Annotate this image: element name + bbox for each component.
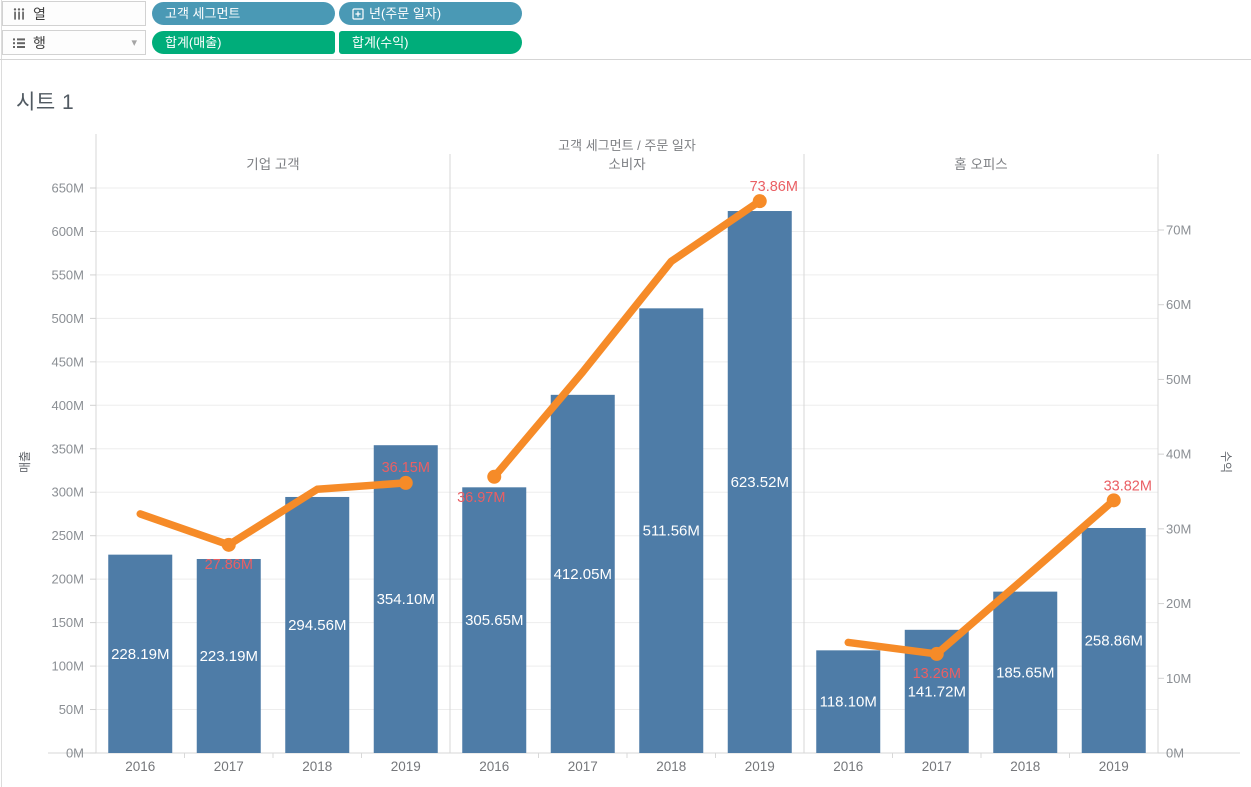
x-axis-year-label: 2018 bbox=[302, 759, 332, 774]
bar-소비자-2018[interactable] bbox=[639, 308, 704, 753]
rows-shelf-label-box[interactable]: 행 ▾ bbox=[2, 30, 146, 55]
shelf-divider bbox=[0, 59, 1251, 60]
pill-label: 고객 세그먼트 bbox=[165, 6, 241, 21]
columns-icon bbox=[13, 7, 25, 20]
profit-point-기업 고객-2017[interactable] bbox=[221, 537, 236, 552]
bar-기업 고객-2017[interactable] bbox=[196, 558, 261, 753]
profit-value-label: 36.15M bbox=[382, 460, 430, 476]
pill-sum-sales[interactable]: 합계(매출) bbox=[152, 31, 335, 54]
profit-point-소비자-2019[interactable] bbox=[752, 194, 767, 209]
bar-소비자-2017[interactable] bbox=[550, 394, 615, 753]
x-axis-year-label: 2016 bbox=[833, 759, 863, 774]
bar-value-label: 228.19M bbox=[111, 646, 169, 663]
pill-customer-segment[interactable]: 고객 세그먼트 bbox=[152, 2, 335, 25]
bar-홈 오피스-2016[interactable] bbox=[816, 650, 881, 753]
sheet-title: 시트 1 bbox=[16, 91, 75, 114]
left-axis-tick-label: 0M bbox=[66, 746, 84, 761]
bar-value-label: 185.65M bbox=[996, 664, 1054, 681]
profit-line-소비자[interactable] bbox=[490, 197, 764, 481]
x-axis-year-label: 2017 bbox=[568, 759, 598, 774]
right-axis-tick-label: 70M bbox=[1166, 223, 1191, 238]
right-axis-title: 수익 bbox=[1219, 451, 1233, 473]
left-axis-tick-label: 500M bbox=[51, 311, 84, 326]
bar-value-label: 258.86M bbox=[1085, 632, 1143, 649]
panel-header: 소비자 bbox=[608, 157, 646, 172]
bar-홈 오피스-2019[interactable] bbox=[1081, 527, 1146, 753]
left-axis-tick-label: 250M bbox=[51, 528, 84, 543]
left-axis-tick-label: 50M bbox=[59, 702, 84, 717]
panel-header: 홈 오피스 bbox=[954, 157, 1007, 172]
panel-header: 기업 고객 bbox=[246, 157, 299, 172]
left-axis-tick-label: 550M bbox=[51, 267, 84, 282]
profit-value-label: 36.97M bbox=[457, 490, 505, 506]
columns-shelf-label-box[interactable]: 열 bbox=[2, 1, 146, 26]
profit-line-홈 오피스[interactable] bbox=[844, 496, 1118, 658]
right-axis-tick-label: 10M bbox=[1166, 671, 1191, 686]
right-axis-tick-label: 50M bbox=[1166, 372, 1191, 387]
profit-value-label: 73.86M bbox=[750, 179, 798, 195]
profit-point-홈 오피스-2017[interactable] bbox=[929, 646, 944, 661]
profit-line-기업 고객[interactable] bbox=[136, 479, 410, 549]
right-axis-tick-label: 30M bbox=[1166, 521, 1191, 536]
x-axis-year-label: 2018 bbox=[656, 759, 686, 774]
right-axis-tick-label: 0M bbox=[1166, 746, 1184, 761]
left-axis-tick-label: 350M bbox=[51, 441, 84, 456]
bar-소비자-2016[interactable] bbox=[462, 487, 527, 753]
bar-value-label: 305.65M bbox=[465, 612, 523, 629]
profit-point-소비자-2016[interactable] bbox=[487, 469, 502, 484]
profit-value-label: 13.26M bbox=[913, 666, 961, 682]
pill-sum-profit[interactable]: 합계(수익) bbox=[339, 31, 522, 54]
bar-value-label: 511.56M bbox=[643, 523, 700, 540]
x-axis-year-label: 2016 bbox=[479, 759, 509, 774]
bar-기업 고객-2016[interactable] bbox=[108, 554, 173, 753]
left-axis-tick-label: 200M bbox=[51, 572, 84, 587]
x-axis-year-label: 2019 bbox=[1099, 759, 1129, 774]
right-axis-tick-label: 20M bbox=[1166, 596, 1191, 611]
left-axis-tick-label: 150M bbox=[51, 615, 84, 630]
bar-value-label: 118.10M bbox=[820, 694, 877, 711]
profit-point-기업 고객-2019[interactable] bbox=[398, 475, 413, 490]
left-axis-tick-label: 400M bbox=[51, 398, 84, 413]
bar-value-label: 354.10M bbox=[377, 591, 435, 608]
bar-기업 고객-2018[interactable] bbox=[285, 496, 350, 753]
x-axis-year-label: 2018 bbox=[1010, 759, 1040, 774]
left-axis-tick-label: 450M bbox=[51, 354, 84, 369]
bar-value-label: 141.72M bbox=[908, 683, 966, 700]
expand-plus-icon[interactable] bbox=[352, 7, 364, 20]
pill-label: 년(주문 일자) bbox=[369, 6, 442, 21]
x-axis-year-label: 2017 bbox=[214, 759, 244, 774]
pill-year-order-date[interactable]: 년(주문 일자) bbox=[339, 2, 522, 25]
left-axis-tick-label: 600M bbox=[51, 224, 84, 239]
pill-label: 합계(매출) bbox=[165, 35, 222, 50]
bar-value-label: 623.52M bbox=[731, 474, 789, 491]
profit-point-홈 오피스-2019[interactable] bbox=[1106, 493, 1121, 508]
right-axis-tick-label: 60M bbox=[1166, 297, 1191, 312]
left-axis-tick-label: 650M bbox=[51, 181, 84, 196]
bar-value-label: 223.19M bbox=[200, 648, 258, 665]
pill-label: 합계(수익) bbox=[352, 35, 409, 50]
x-axis-year-label: 2019 bbox=[391, 759, 421, 774]
left-axis-tick-label: 300M bbox=[51, 485, 84, 500]
bar-value-label: 412.05M bbox=[554, 566, 612, 583]
right-axis-tick-label: 40M bbox=[1166, 447, 1191, 462]
profit-value-label: 27.86M bbox=[205, 557, 253, 573]
window-left-border bbox=[1, 0, 2, 787]
left-axis-title: 매출 bbox=[18, 451, 32, 473]
rows-icon bbox=[13, 37, 25, 48]
bar-value-label: 294.56M bbox=[288, 617, 346, 634]
x-axis-year-label: 2016 bbox=[125, 759, 155, 774]
bar-기업 고객-2019[interactable] bbox=[373, 445, 438, 753]
bar-소비자-2019[interactable] bbox=[727, 211, 792, 754]
left-axis-tick-label: 100M bbox=[51, 659, 84, 674]
profit-value-label: 33.82M bbox=[1104, 478, 1152, 494]
bar-홈 오피스-2018[interactable] bbox=[993, 591, 1058, 753]
chart-title: 고객 세그먼트 / 주문 일자 bbox=[558, 138, 696, 153]
columns-shelf-label: 열 bbox=[33, 5, 46, 22]
x-axis-year-label: 2019 bbox=[745, 759, 775, 774]
rows-shelf-dropdown-caret[interactable]: ▾ bbox=[131, 37, 137, 49]
rows-shelf-label: 행 bbox=[33, 34, 46, 51]
x-axis-year-label: 2017 bbox=[922, 759, 952, 774]
